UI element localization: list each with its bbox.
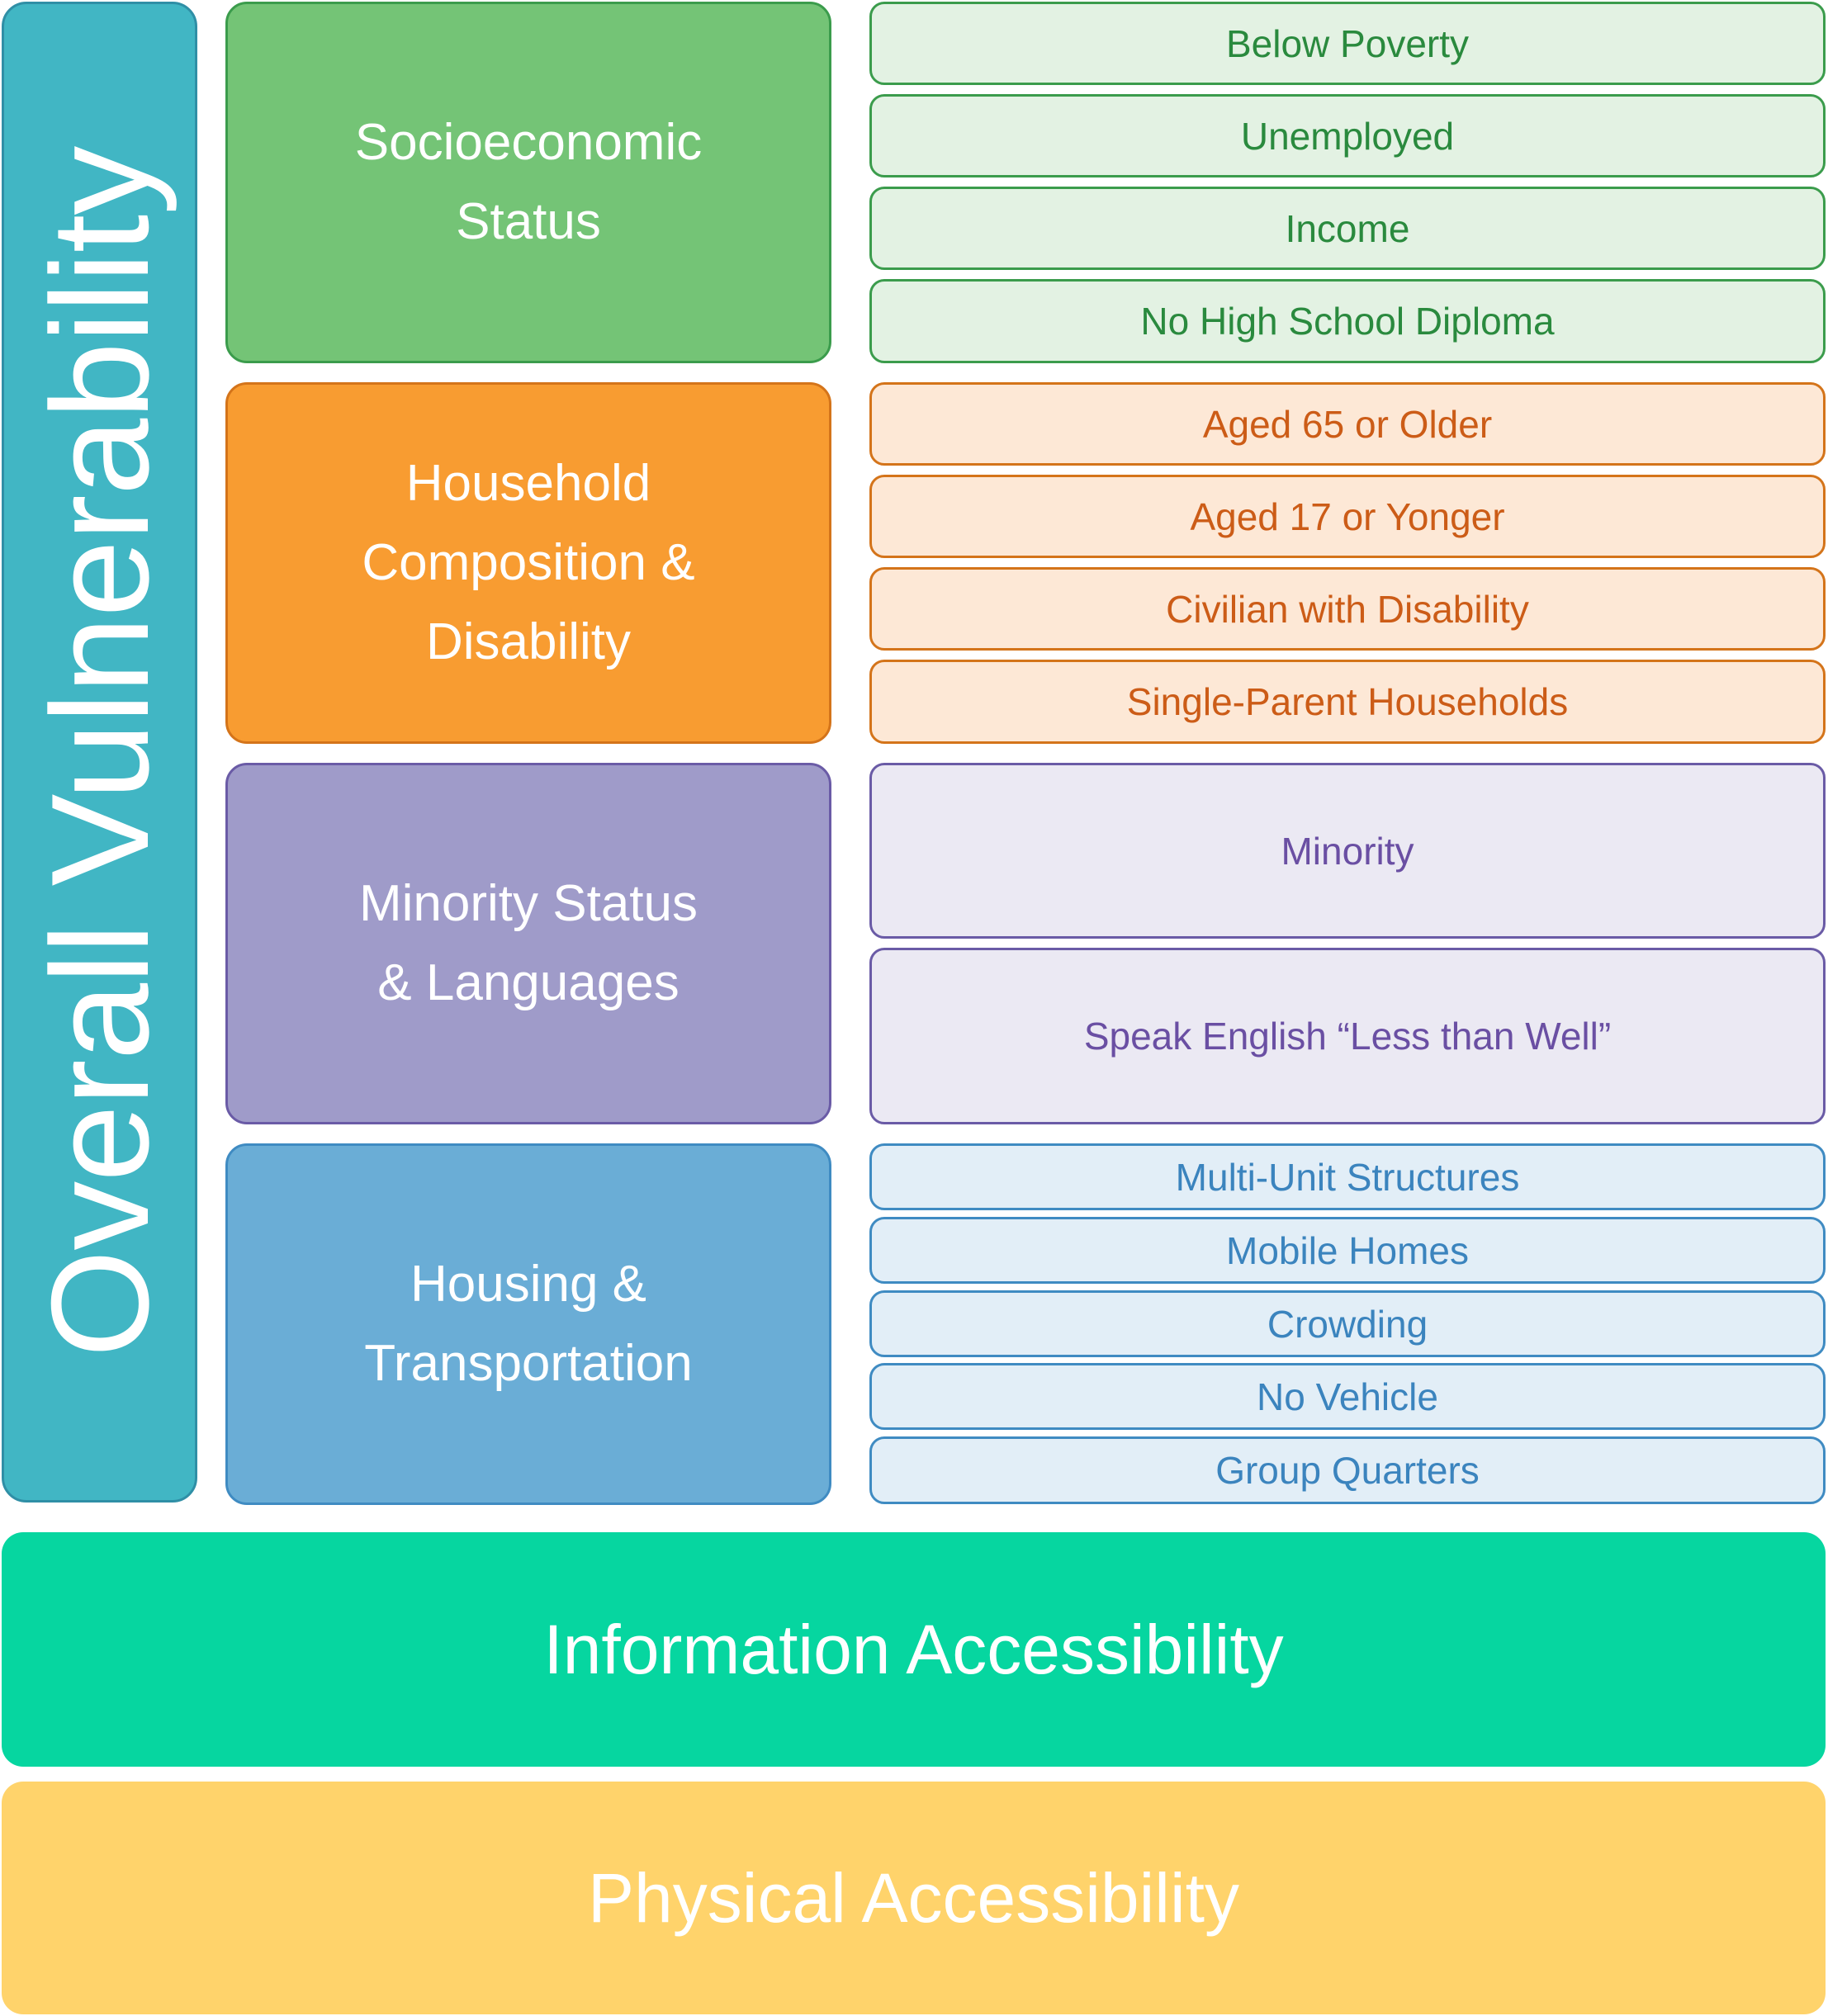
indicator-crowding: Crowding: [869, 1290, 1826, 1357]
indicator-minority: Minority: [869, 763, 1826, 939]
information-accessibility-label: Information Accessibility: [543, 1610, 1284, 1688]
indicator-no-vehicle: No Vehicle: [869, 1363, 1826, 1430]
indicator-civilian-with-disability: Civilian with Disability: [869, 567, 1826, 651]
category-housing-transportation: Housing & Transportation: [225, 1143, 831, 1505]
overall-vulnerability-label: Overall Vulnerability: [21, 146, 178, 1358]
category-label-line: Socioeconomic: [354, 114, 703, 171]
category-label-line: Household: [405, 455, 651, 512]
information-accessibility-bar: Information Accessibility: [2, 1532, 1826, 1767]
indicator-group-quarters: Group Quarters: [869, 1436, 1826, 1504]
category-label-line: Housing &: [410, 1256, 647, 1313]
category-label-line: Composition &: [362, 534, 695, 591]
indicator-multi-unit-structures: Multi-Unit Structures: [869, 1143, 1826, 1210]
physical-accessibility-label: Physical Accessibility: [588, 1858, 1239, 1937]
category-label-line: Disability: [425, 613, 632, 670]
category-label-line: Transportation: [364, 1335, 693, 1392]
category-minority-status-languages: Minority Status & Languages: [225, 763, 831, 1124]
indicator-unemployed: Unemployed: [869, 94, 1826, 177]
category-socioeconomic-status: Socioeconomic Status: [225, 2, 831, 363]
indicator-aged-65-or-older: Aged 65 or Older: [869, 382, 1826, 466]
category-label-line: & Languages: [377, 954, 680, 1011]
category-label-line: Minority Status: [358, 875, 699, 932]
category-label-line: Status: [456, 193, 601, 250]
indicator-aged-17-or-younger: Aged 17 or Yonger: [869, 475, 1826, 558]
indicator-no-high-school-diploma: No High School Diploma: [869, 279, 1826, 363]
category-household-composition-disability: Household Composition & Disability: [225, 382, 831, 744]
indicator-mobile-homes: Mobile Homes: [869, 1217, 1826, 1284]
indicator-income: Income: [869, 187, 1826, 270]
indicator-below-poverty: Below Poverty: [869, 2, 1826, 85]
overall-vulnerability-bar: Overall Vulnerability: [2, 2, 197, 1503]
indicator-speak-english-less-than-well: Speak English “Less than Well”: [869, 948, 1826, 1124]
physical-accessibility-bar: Physical Accessibility: [2, 1782, 1826, 2014]
indicator-single-parent-households: Single-Parent Households: [869, 660, 1826, 744]
